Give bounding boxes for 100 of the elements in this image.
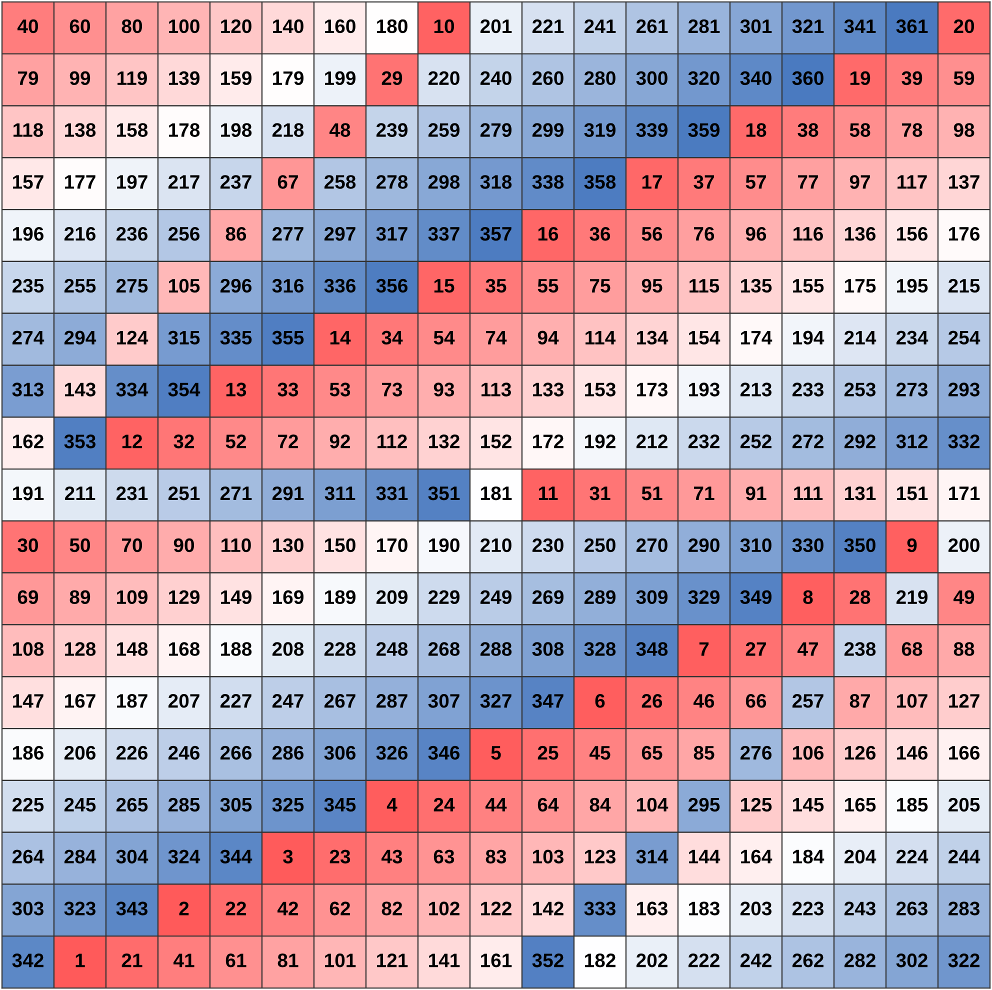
data-label: 344	[220, 850, 252, 864]
data-label: 279	[480, 123, 512, 137]
data-label: 21	[122, 954, 142, 968]
data-label: 55	[538, 279, 558, 293]
data-label: 135	[741, 278, 772, 293]
data-label: 319	[584, 123, 616, 137]
data-label: 296	[220, 278, 252, 293]
data-label: 154	[689, 330, 720, 345]
data-label: 297	[324, 226, 356, 241]
data-label: 19	[850, 71, 870, 86]
data-label: 122	[481, 902, 512, 916]
data-label: 18	[746, 123, 766, 137]
data-label: 252	[740, 434, 772, 448]
data-label: 10	[434, 19, 454, 34]
data-label: 162	[12, 434, 44, 448]
data-label: 301	[740, 19, 772, 34]
data-label: 161	[481, 954, 512, 968]
data-label: 282	[844, 954, 876, 968]
data-label: 321	[792, 19, 824, 34]
data-label: 307	[428, 694, 460, 708]
data-label: 111	[794, 486, 823, 500]
data-label: 35	[486, 278, 506, 293]
data-label: 42	[277, 902, 298, 916]
data-label: 88	[954, 642, 974, 656]
data-label: 220	[428, 71, 460, 86]
data-label: 7	[699, 642, 709, 656]
data-label: 353	[64, 434, 96, 448]
data-label: 328	[584, 642, 616, 656]
data-label: 241	[584, 19, 616, 33]
data-label: 147	[12, 694, 44, 708]
data-label: 119	[118, 71, 147, 86]
data-label: 60	[70, 19, 90, 34]
data-label: 109	[116, 590, 148, 604]
data-label: 138	[64, 123, 96, 137]
data-label: 217	[168, 175, 200, 189]
data-label: 5	[491, 746, 501, 760]
data-label: 87	[850, 694, 870, 708]
data-label: 166	[949, 746, 980, 760]
data-label: 355	[272, 330, 304, 345]
data-label: 134	[637, 330, 668, 345]
data-label: 67	[278, 175, 298, 189]
data-label: 323	[64, 902, 96, 916]
data-label: 270	[636, 538, 668, 552]
data-label: 28	[850, 590, 870, 604]
data-label: 316	[272, 278, 304, 293]
data-label: 181	[481, 486, 512, 500]
data-label: 246	[168, 746, 200, 760]
data-label: 123	[585, 850, 616, 864]
data-label: 256	[168, 226, 200, 241]
data-label: 43	[381, 850, 402, 864]
data-label: 11	[538, 486, 558, 500]
data-label: 274	[12, 330, 44, 344]
data-label: 157	[12, 175, 44, 189]
data-label: 76	[694, 226, 714, 241]
data-label: 33	[278, 382, 298, 396]
data-label: 245	[64, 798, 96, 812]
data-label: 233	[792, 382, 824, 396]
data-label: 212	[636, 434, 668, 448]
data-label: 305	[220, 798, 252, 812]
data-label: 310	[740, 538, 772, 552]
data-label: 171	[949, 486, 980, 500]
data-label: 317	[376, 226, 408, 241]
data-label: 333	[584, 902, 616, 916]
data-label: 61	[226, 954, 246, 968]
data-label: 124	[116, 330, 148, 344]
data-label: 221	[532, 19, 564, 33]
data-label: 340	[740, 71, 772, 86]
data-label: 8	[803, 590, 813, 604]
data-label: 191	[12, 486, 44, 500]
data-label: 268	[428, 642, 460, 656]
data-label: 337	[428, 226, 460, 241]
data-label: 58	[850, 123, 870, 137]
data-label: 98	[954, 123, 974, 137]
data-label: 263	[896, 902, 928, 916]
data-label: 40	[17, 19, 38, 34]
data-label: 187	[116, 694, 148, 708]
data-label: 132	[429, 434, 460, 448]
data-label: 213	[740, 382, 772, 396]
data-label: 73	[382, 382, 402, 396]
data-label: 261	[636, 19, 668, 34]
data-label: 103	[533, 850, 564, 864]
data-label: 351	[428, 486, 460, 500]
data-label: 336	[324, 278, 356, 293]
data-label: 29	[382, 71, 402, 86]
data-label: 145	[793, 798, 824, 812]
data-label: 228	[324, 642, 356, 656]
data-label: 235	[12, 278, 44, 293]
data-label: 204	[844, 850, 876, 864]
data-label: 290	[688, 538, 720, 552]
data-label: 331	[376, 486, 408, 500]
data-label: 84	[590, 798, 611, 812]
data-label: 278	[376, 175, 408, 189]
data-label: 38	[798, 123, 818, 137]
data-label: 117	[898, 175, 927, 189]
data-label: 277	[272, 226, 304, 241]
data-label: 188	[220, 642, 252, 656]
data-label: 314	[636, 850, 668, 864]
data-label: 348	[636, 642, 668, 656]
data-label: 286	[272, 746, 304, 760]
data-label: 198	[220, 123, 252, 137]
